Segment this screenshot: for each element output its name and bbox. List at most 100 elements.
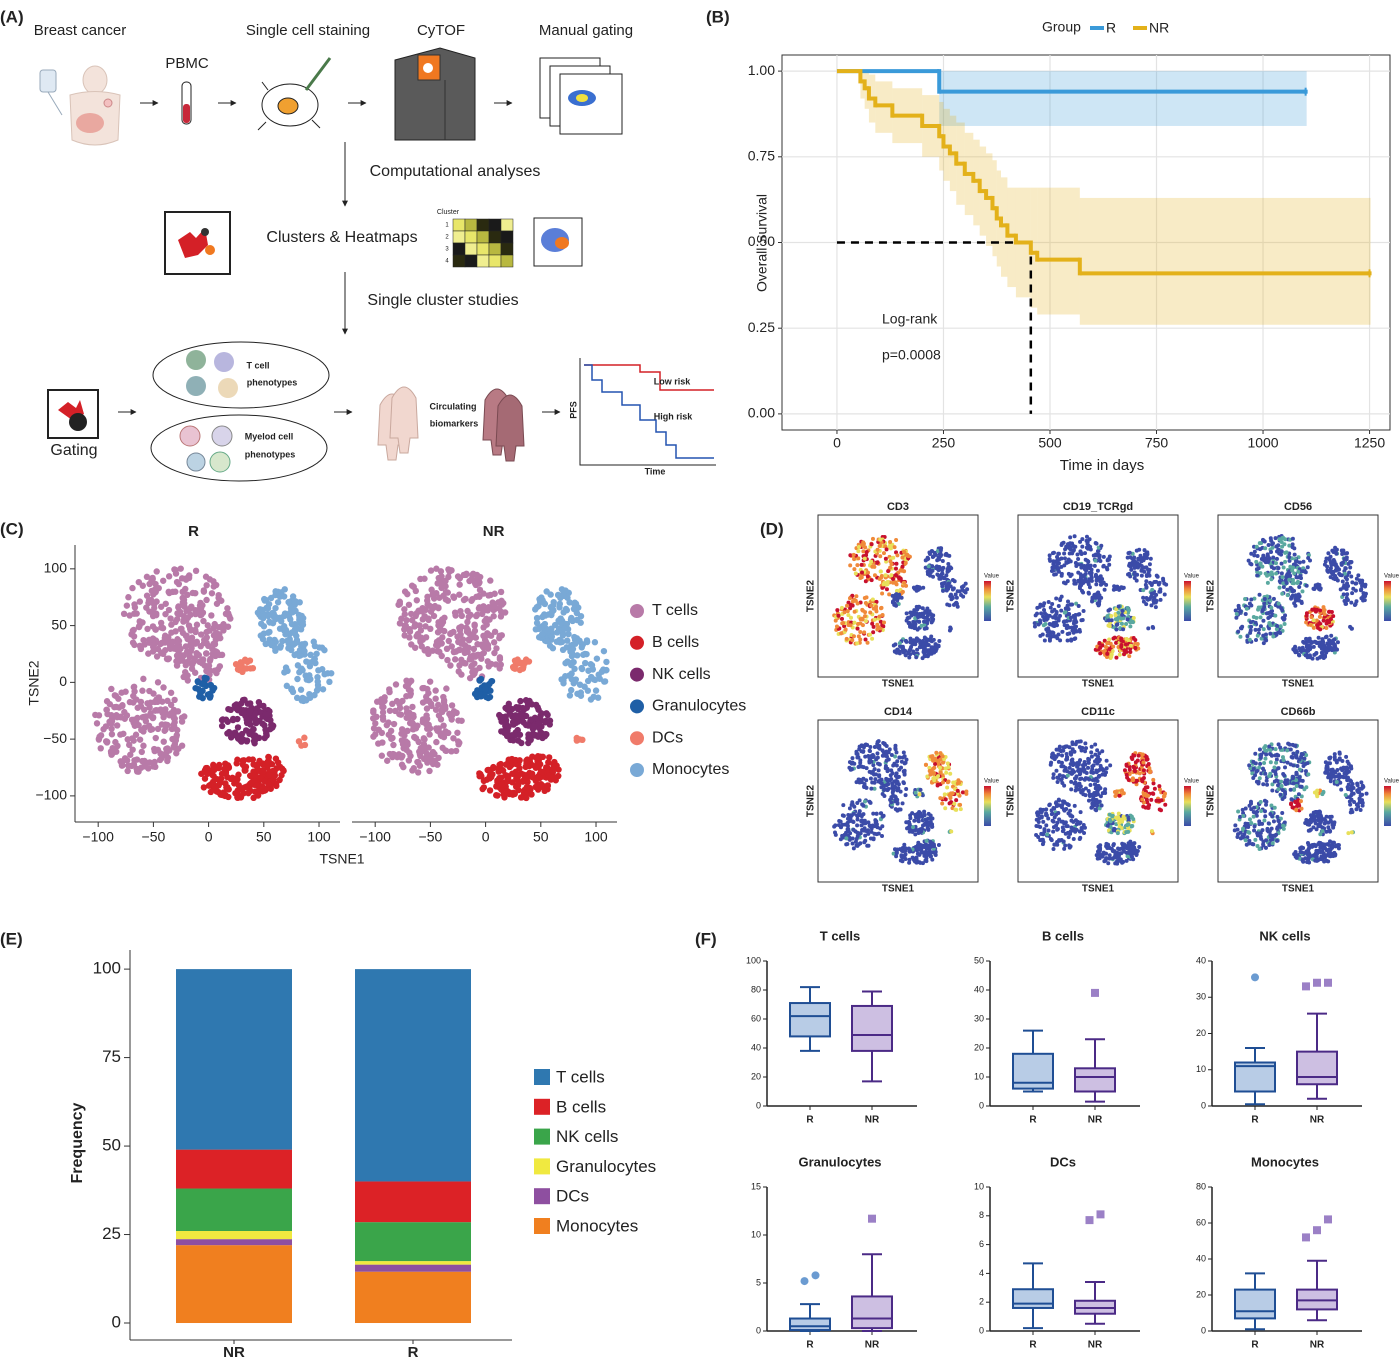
cell-point — [1037, 604, 1042, 609]
cell-point — [468, 597, 475, 604]
panel-label: (A) — [0, 7, 24, 26]
cell-point — [398, 753, 405, 760]
cell-point — [497, 613, 505, 620]
cell-point — [144, 625, 151, 633]
cell-point — [142, 717, 150, 725]
cell-point — [876, 768, 881, 773]
cell-point — [249, 756, 257, 763]
cell-point — [535, 625, 543, 632]
cell-point — [841, 813, 846, 818]
cell-point — [146, 759, 153, 766]
cell-point — [1144, 565, 1149, 570]
cell-point — [900, 568, 905, 573]
x-tick-label: 50 — [256, 829, 272, 845]
cell-point — [1263, 632, 1268, 637]
cell-point — [1105, 641, 1110, 646]
cell-point — [443, 645, 451, 653]
confidence-band — [1030, 187, 1038, 308]
cell-point — [510, 737, 517, 744]
cell-point — [1280, 591, 1285, 596]
cell-point — [844, 636, 849, 641]
cell-point — [564, 637, 571, 644]
cell-point — [861, 803, 866, 808]
cell-point — [591, 639, 599, 646]
cell-point — [551, 774, 558, 781]
cell-point — [1312, 639, 1317, 644]
cell-point — [909, 610, 914, 615]
cell-point — [1142, 556, 1147, 561]
cell-point — [243, 738, 251, 745]
cell-point — [895, 797, 900, 802]
cell-point — [160, 577, 167, 584]
cell-point — [462, 643, 470, 651]
cell-point — [922, 653, 927, 658]
cell-point — [1261, 618, 1266, 623]
cell-point — [1068, 545, 1073, 550]
cell-point — [1247, 637, 1252, 642]
cell-point — [1257, 592, 1262, 597]
cell-point — [899, 595, 904, 600]
cell-point — [197, 643, 204, 650]
cell-point — [389, 750, 397, 758]
cell-point — [119, 702, 126, 709]
cell-point — [225, 793, 232, 801]
cell-point — [854, 836, 859, 841]
cell-point — [121, 708, 128, 716]
cell-point — [927, 847, 932, 852]
cell-point — [471, 580, 479, 587]
cell-point — [1253, 627, 1258, 632]
cell-point — [194, 651, 202, 658]
cell-point — [1041, 603, 1046, 608]
cell-point — [1296, 598, 1301, 603]
cell-point — [900, 647, 905, 652]
cell-point — [898, 807, 903, 812]
cell-point — [321, 646, 328, 654]
cell-point — [321, 671, 328, 678]
cell-point — [406, 628, 414, 635]
cell-point — [900, 859, 905, 864]
cell-point — [208, 612, 215, 619]
cell-point — [1144, 579, 1149, 584]
cell-point — [1305, 565, 1310, 570]
cell-point — [458, 623, 465, 630]
cell-point — [409, 726, 417, 733]
cell-point — [1157, 580, 1162, 585]
cell-point — [1076, 612, 1081, 617]
cell-point — [1081, 608, 1086, 613]
cell-point — [129, 746, 136, 753]
cell-point — [421, 613, 429, 621]
cell-point — [1358, 580, 1363, 585]
cell-point — [1101, 563, 1106, 568]
cell-point — [1045, 633, 1050, 638]
cell-point — [894, 850, 899, 855]
cell-point — [909, 645, 914, 650]
cell-point — [1149, 591, 1154, 596]
cell-point — [855, 817, 860, 822]
cell-point — [566, 599, 573, 606]
cell-point — [478, 773, 485, 780]
cell-point — [1131, 635, 1136, 640]
cell-point — [264, 711, 271, 719]
cell-point — [1147, 562, 1152, 567]
cell-point — [849, 615, 854, 620]
cell-point — [500, 727, 508, 735]
cell-point — [396, 700, 403, 707]
cell-point — [1062, 623, 1067, 628]
annotation: p=0.0008 — [882, 347, 941, 363]
cell-point — [868, 610, 873, 615]
panel-label: (F) — [695, 929, 717, 948]
cell-point — [301, 741, 309, 749]
x-tick-label: 100 — [584, 829, 608, 845]
workflow-label: Circulating — [429, 401, 476, 411]
cell-point — [870, 597, 875, 602]
cell-point — [1290, 545, 1295, 550]
cell-point — [437, 716, 445, 723]
cell-point — [153, 598, 160, 605]
cell-point — [1266, 611, 1271, 616]
cell-point — [879, 573, 884, 578]
cell-point — [953, 601, 958, 606]
cell-point — [162, 647, 169, 654]
cell-point — [113, 703, 120, 711]
cell-point — [149, 643, 157, 651]
cell-point — [869, 578, 874, 583]
